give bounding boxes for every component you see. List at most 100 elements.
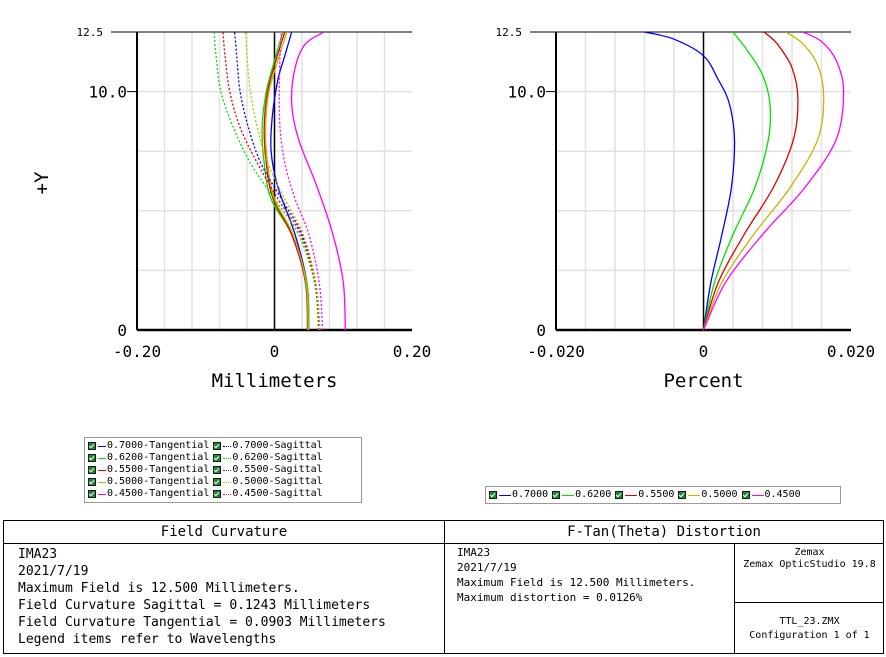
legend-item[interactable]: 0.4500	[741, 489, 801, 501]
x-tick-label: 0.20	[393, 342, 432, 361]
legend-row: 0.7000 0.6200 0.5500 0.5000 0.4500	[489, 489, 837, 501]
legend-swatch	[223, 457, 232, 459]
legend-label: 0.4500-Tangential	[107, 488, 210, 499]
panel-left-line: 2021/7/19	[18, 564, 89, 579]
series-line-0-7000-sagittal	[233, 31, 321, 331]
legend-checkbox-icon[interactable]	[489, 491, 497, 499]
legend-checkbox-icon[interactable]	[213, 454, 222, 462]
program-name: Zemax	[794, 547, 825, 558]
distortion-panel-title: F-Tan(Theta) Distortion	[445, 521, 883, 544]
field-curvature-chart: 0 10.0 12.5 -0.20 0 0.20 Millimeters +Y	[31, 26, 431, 392]
legend-swatch	[223, 493, 232, 495]
legend-item[interactable]: 0.6200-Tangential	[88, 452, 209, 464]
legend-item[interactable]: 0.6200-Sagittal	[213, 452, 323, 464]
series-line-0-6200-sagittal	[213, 31, 320, 331]
legend-checkbox-icon[interactable]	[615, 491, 624, 499]
series-line-0-5000-sagittal	[244, 31, 321, 331]
legend-row: 0.7000-Tangential 0.7000-Sagittal	[88, 440, 358, 452]
series-line-0-5500-tangential	[263, 31, 309, 331]
distortion-info-panel: F-Tan(Theta) Distortion IMA23 2021/7/19 …	[444, 520, 884, 654]
legend-label: 0.7000	[512, 489, 549, 500]
legend-swatch	[688, 494, 701, 496]
legend-swatch	[625, 494, 638, 496]
series-line-0-5500	[702, 31, 799, 331]
legend-checkbox-icon[interactable]	[213, 442, 222, 450]
legend-item[interactable]: 0.4500-Sagittal	[213, 488, 323, 500]
series-line-0-4500-tangential	[290, 31, 346, 331]
legend-swatch	[98, 469, 106, 471]
y-tick-label: 10.0	[88, 83, 127, 102]
legend-label: 0.6200-Sagittal	[232, 452, 323, 463]
charts-canvas: 0 10.0 12.5 -0.20 0 0.20 Millimeters +Y 0 10.0 12.…	[31, 26, 876, 392]
field-curvature-panel-title: Field Curvature	[4, 521, 444, 544]
legend-swatch	[223, 445, 232, 447]
legend-checkbox-icon[interactable]	[552, 491, 561, 499]
legend-checkbox-icon[interactable]	[88, 490, 96, 498]
y-tick-label: 10.0	[507, 83, 546, 102]
legend-item[interactable]: 0.5000	[678, 489, 738, 501]
legend-checkbox-icon[interactable]	[213, 466, 222, 474]
y-tick-label: 12.5	[77, 26, 104, 39]
legend-row: 0.4500-Tangential 0.4500-Sagittal	[88, 488, 358, 500]
legend-label: 0.5000-Tangential	[107, 476, 210, 487]
x-axis-label: Percent	[663, 370, 743, 392]
legend-label: 0.6200	[575, 489, 612, 500]
legend-label: 0.7000-Tangential	[107, 440, 210, 451]
legend-label: 0.5500	[638, 489, 675, 500]
legend-item[interactable]: 0.5000-Tangential	[88, 476, 209, 488]
legend-item[interactable]: 0.5500	[615, 489, 674, 501]
program-info-box: Zemax Zemax OpticStudio 19.8 TTL_23.ZMX …	[734, 543, 884, 653]
legend-row: 0.5000-Tangential 0.5000-Sagittal	[88, 476, 358, 488]
x-tick-label: -0.020	[527, 342, 585, 361]
legend-item[interactable]: 0.7000-Tangential	[88, 440, 209, 452]
legend-label: 0.5000-Sagittal	[232, 476, 323, 487]
legend-item[interactable]: 0.4500-Tangential	[88, 488, 209, 500]
legend-checkbox-icon[interactable]	[88, 442, 96, 450]
panel-left-line: Field Curvature Sagittal = 0.1243 Millim…	[18, 598, 371, 613]
series-line-0-5000	[702, 31, 825, 331]
file-name: TTL_23.ZMX	[779, 616, 840, 627]
legend-label: 0.5500-Tangential	[107, 464, 210, 475]
panel-right-line: 2021/7/19	[457, 561, 517, 574]
legend-label: 0.7000-Sagittal	[232, 440, 323, 451]
panel-right-line: Maximum Field is 12.500 Millimeters.	[457, 576, 696, 589]
y-tick-label: 0	[536, 321, 546, 340]
legend-checkbox-icon[interactable]	[213, 490, 222, 498]
legend-checkbox-icon[interactable]	[88, 478, 96, 486]
series-line-0-7000	[644, 31, 736, 331]
legend-checkbox-icon[interactable]	[88, 466, 96, 474]
series-line-0-4500-sagittal	[278, 31, 324, 331]
panel-left-line: IMA23	[18, 547, 58, 562]
distortion-chart: 0 10.0 12.5 -0.020 0 0.020 Percent	[496, 26, 876, 392]
legend-swatch	[98, 481, 106, 483]
legend-item[interactable]: 0.5500-Tangential	[88, 464, 209, 476]
panel-right-line: IMA23	[457, 546, 491, 559]
legend-swatch	[562, 494, 575, 496]
series-line-0-5500-sagittal	[222, 31, 320, 331]
legend-label: 0.4500	[764, 489, 801, 500]
legend-item[interactable]: 0.7000	[489, 489, 548, 501]
y-tick-label: 0	[117, 321, 127, 340]
legend-row: 0.6200-Tangential 0.6200-Sagittal	[88, 452, 358, 464]
x-tick-label: 0.020	[827, 342, 875, 361]
field-curvature-legend: 0.7000-Tangential 0.7000-Sagittal 0.6200-T…	[84, 437, 362, 503]
distortion-legend: 0.7000 0.6200 0.5500 0.5000 0.4500	[485, 486, 841, 504]
program-version: Zemax OpticStudio 19.8	[743, 559, 876, 570]
legend-checkbox-icon[interactable]	[741, 491, 750, 499]
legend-checkbox-icon[interactable]	[213, 478, 222, 486]
legend-swatch	[98, 457, 106, 459]
legend-item[interactable]: 0.5000-Sagittal	[213, 476, 323, 488]
legend-checkbox-icon[interactable]	[678, 491, 687, 499]
legend-item[interactable]: 0.7000-Sagittal	[213, 440, 323, 452]
legend-item[interactable]: 0.6200	[552, 489, 611, 501]
legend-checkbox-icon[interactable]	[88, 454, 96, 462]
y-tick-label: 12.5	[496, 26, 523, 39]
panel-right-line: Maximum distortion = 0.0126%	[457, 591, 643, 604]
panel-left-line: Field Curvature Tangential = 0.0903 Mill…	[18, 615, 386, 630]
series-line-0-6200	[702, 31, 772, 331]
legend-item[interactable]: 0.5500-Sagittal	[213, 464, 323, 476]
legend-swatch	[98, 445, 106, 447]
legend-row: 0.5500-Tangential 0.5500-Sagittal	[88, 464, 358, 476]
x-tick-label: -0.20	[113, 342, 161, 361]
y-axis-label: +Y	[31, 171, 53, 194]
